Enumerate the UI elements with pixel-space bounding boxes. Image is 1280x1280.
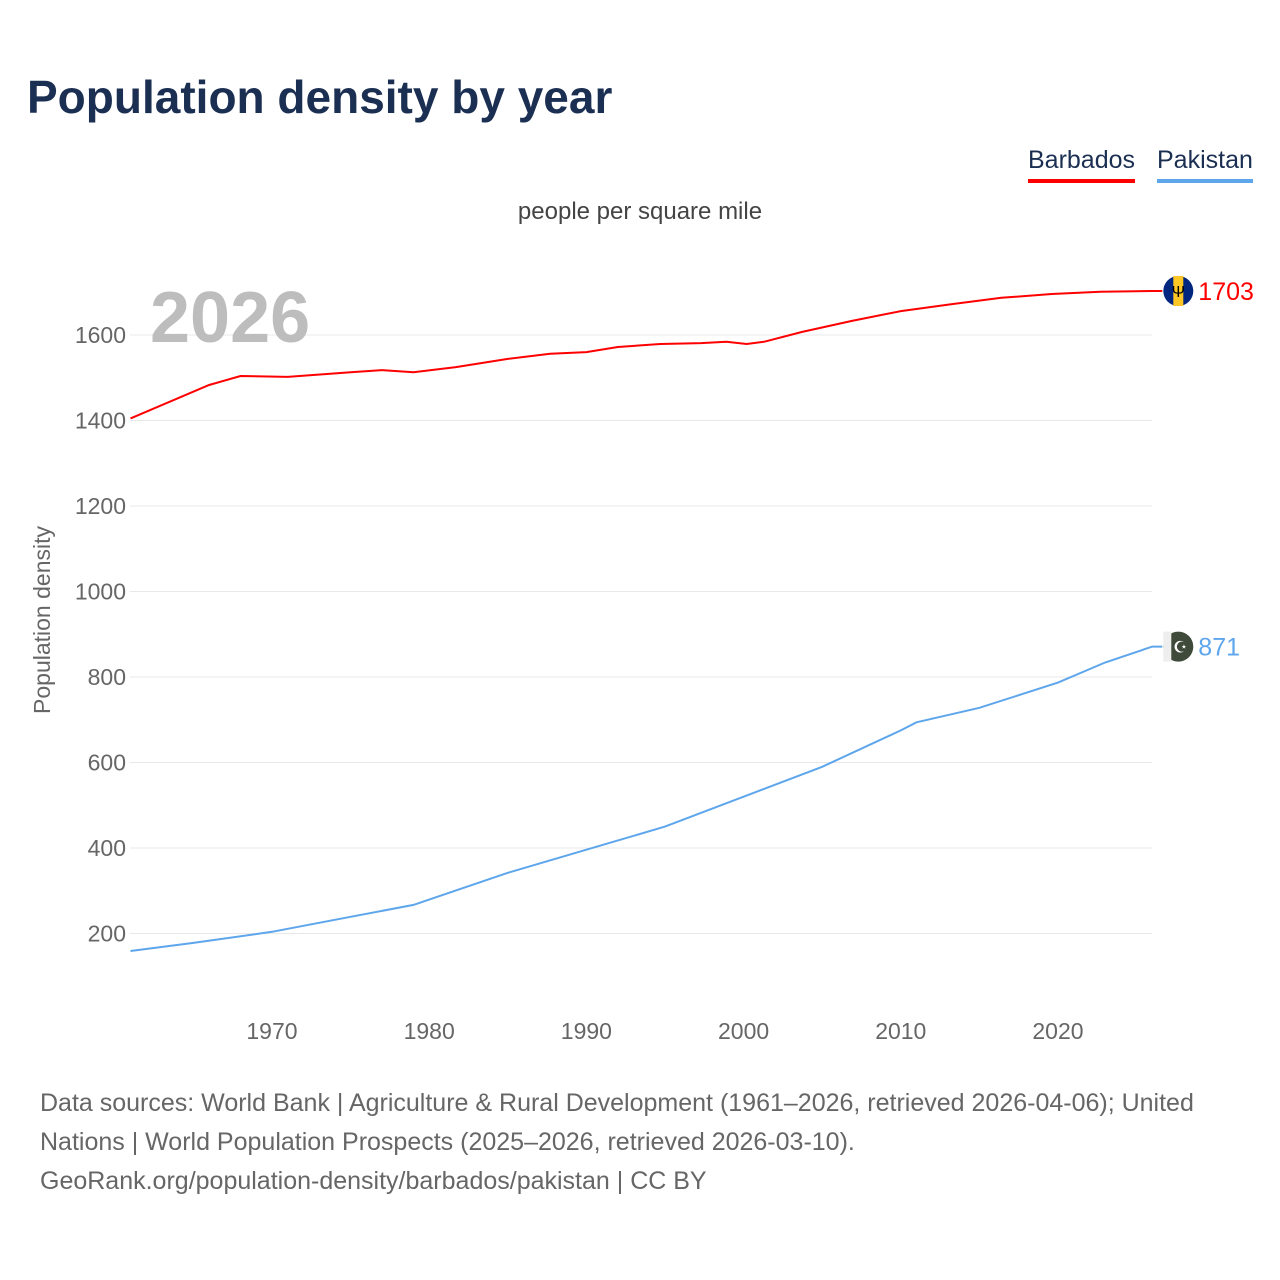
- series-line-barbados: [130, 289, 1163, 420]
- y-tick-label: 1400: [75, 408, 126, 434]
- x-tick-label: 2000: [718, 1018, 769, 1044]
- trident-icon: Ψ: [1172, 284, 1185, 301]
- footer-attribution[interactable]: GeoRank.org/population-density/barbados/…: [40, 1167, 707, 1195]
- x-tick-label: 1990: [561, 1018, 612, 1044]
- end-value-label-barbados: 1703: [1198, 278, 1254, 306]
- y-tick-label: 200: [88, 921, 126, 947]
- y-tick-label: 400: [88, 835, 126, 861]
- y-tick-label: 1200: [75, 493, 126, 519]
- year-watermark: 2026: [150, 278, 310, 358]
- legend-pakistan[interactable]: Pakistan: [1157, 146, 1253, 183]
- y-tick-label: 800: [88, 664, 126, 690]
- y-tick-label: 1000: [75, 579, 126, 605]
- chart-title: Population density by year: [27, 71, 613, 123]
- end-value-label-pakistan: 871: [1198, 634, 1240, 662]
- legend-barbados[interactable]: Barbados: [1028, 146, 1136, 183]
- x-tick-label: 1980: [404, 1018, 455, 1044]
- y-tick-label: 600: [88, 750, 126, 776]
- x-tick-label: 1970: [246, 1018, 297, 1044]
- unit-label: people per square mile: [517, 198, 763, 225]
- x-tick-label: 2020: [1032, 1018, 1083, 1044]
- y-tick-label: 1600: [75, 322, 126, 348]
- series-line-pakistan: [130, 645, 1163, 952]
- footer-sources-text: Data sources: World Bank | Agriculture &…: [40, 1089, 1194, 1156]
- crescent-icon: ☪: [1173, 640, 1187, 657]
- y-axis-label: Population density: [29, 526, 55, 714]
- barbados-flag-stripe: [1173, 275, 1184, 306]
- footer-sources: Data sources: World Bank | Agriculture &…: [40, 1084, 1250, 1201]
- x-tick-label: 2010: [875, 1018, 926, 1044]
- pakistan-flag-stripe: [1163, 631, 1172, 662]
